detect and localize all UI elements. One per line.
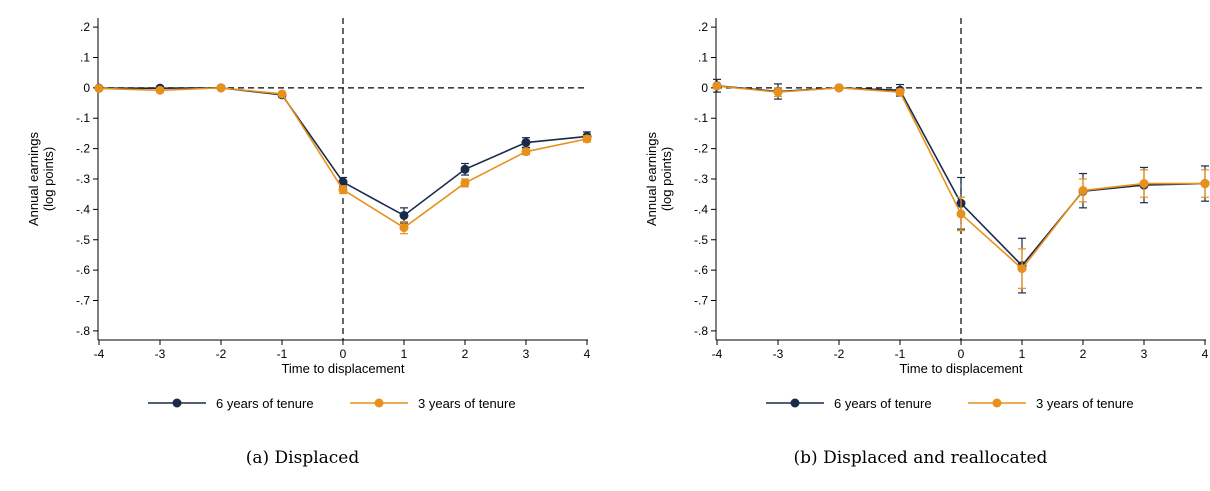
y-tick-label: .1: [80, 50, 90, 64]
series-3-years-point: [216, 83, 226, 93]
legend-6-years-label: 6 years of tenure: [216, 396, 314, 411]
y-tick-label: -.2: [76, 142, 90, 156]
series-3-years-point: [895, 87, 905, 97]
legend-3-years-label: 3 years of tenure: [1036, 396, 1134, 411]
x-tick-label: 2: [1080, 347, 1087, 361]
legend-6-years-marker: [172, 398, 182, 408]
x-tick-label: 2: [462, 347, 469, 361]
series-3-years-point: [521, 147, 531, 157]
y-tick-label: -.3: [694, 172, 708, 186]
x-tick-label: -3: [773, 347, 784, 361]
y-tick-label: .2: [698, 20, 708, 34]
y-tick-label: -.2: [694, 142, 708, 156]
y-axis-title-unit: (log points): [659, 147, 674, 211]
y-tick-label: 0: [83, 81, 90, 95]
series-3-years-point: [712, 81, 722, 91]
y-tick-label: -.7: [76, 294, 90, 308]
series-6-years-point: [399, 210, 409, 220]
series-3-years-point: [155, 85, 165, 95]
legend-3-years-marker: [374, 398, 384, 408]
x-tick-label: 4: [584, 347, 591, 361]
legend-6-years-label: 6 years of tenure: [834, 396, 932, 411]
caption-displaced: (a) Displaced: [245, 448, 360, 468]
x-tick-label: 1: [1019, 347, 1026, 361]
x-tick-label: -2: [216, 347, 227, 361]
series-3-years-point: [94, 83, 104, 93]
y-tick-label: -.4: [76, 202, 90, 216]
legend-3-years-marker: [992, 398, 1002, 408]
x-tick-label: 0: [340, 347, 347, 361]
x-tick-label: -2: [834, 347, 845, 361]
legend-3-years-label: 3 years of tenure: [418, 396, 516, 411]
y-tick-label: -.8: [76, 324, 90, 338]
series-3-years-point: [277, 89, 287, 99]
x-tick-label: -1: [895, 347, 906, 361]
series-3-years-point: [460, 178, 470, 188]
y-tick-label: -.4: [694, 202, 708, 216]
y-tick-label: .2: [80, 20, 90, 34]
series-6-years-point: [460, 164, 470, 174]
series-3-years-point: [582, 134, 592, 144]
y-tick-label: -.3: [76, 172, 90, 186]
chart-displaced: .2 .1 0 -.1 -.2 -.3 -.4 -.5 -.6 -.7 -.8 -4 -3 -2 -1 0 1 2…: [26, 18, 592, 411]
y-tick-label: -.6: [694, 263, 708, 277]
series-3-years-point: [956, 209, 966, 219]
series-6-years-point: [521, 138, 531, 148]
panel-displaced-reallocated: .2 .1 0 -.1 -.2 -.3 -.4 -.5 -.6 -.7 -.8 -4 -3 -2 -1 0 1 2…: [618, 0, 1210, 491]
y-tick-label: 0: [701, 81, 708, 95]
chart-displaced-reallocated: .2 .1 0 -.1 -.2 -.3 -.4 -.5 -.6 -.7 -.8 -4 -3 -2 -1 0 1 2…: [644, 18, 1210, 411]
series-3-years-point: [834, 83, 844, 93]
y-tick-label: -.8: [694, 324, 708, 338]
x-tick-label: -3: [155, 347, 166, 361]
x-tick-label: 1: [401, 347, 408, 361]
caption-displaced-reallocated: (b) Displaced and reallocated: [793, 448, 1048, 468]
series-3-years-point: [1139, 179, 1149, 189]
panel-displaced: .2 .1 0 -.1 -.2 -.3 -.4 -.5 -.6 -.7 -.8 -4 -3 -2 -1 0 1 2…: [26, 18, 592, 468]
x-tick-label: -4: [712, 347, 723, 361]
y-tick-label: -.5: [694, 233, 708, 247]
series-3-years-point: [1078, 186, 1088, 196]
y-tick-label: -.6: [76, 263, 90, 277]
y-axis-title-unit: (log points): [41, 147, 56, 211]
legend-6-years-marker: [790, 398, 800, 408]
y-tick-label: -.5: [76, 233, 90, 247]
x-tick-label: 4: [1202, 347, 1209, 361]
x-tick-label: -4: [94, 347, 105, 361]
x-axis-title: Time to displacement: [899, 361, 1022, 376]
series-3-years-point: [773, 87, 783, 97]
series-6-years-point: [338, 177, 348, 187]
y-tick-label: .1: [698, 50, 708, 64]
series-3-years-point: [1017, 264, 1027, 274]
x-tick-label: 3: [1141, 347, 1148, 361]
y-axis-title: Annual earnings: [26, 132, 41, 226]
series-3-years-point: [1200, 179, 1210, 189]
series-3-years-point: [338, 185, 348, 195]
x-tick-label: -1: [277, 347, 288, 361]
y-tick-label: -.1: [76, 111, 90, 125]
series-3-years-point: [399, 223, 409, 233]
y-tick-label: -.7: [694, 294, 708, 308]
x-tick-label: 0: [958, 347, 965, 361]
x-tick-label: 3: [523, 347, 530, 361]
x-axis-title: Time to displacement: [281, 361, 404, 376]
y-tick-label: -.1: [694, 111, 708, 125]
y-axis-title: Annual earnings: [644, 132, 659, 226]
